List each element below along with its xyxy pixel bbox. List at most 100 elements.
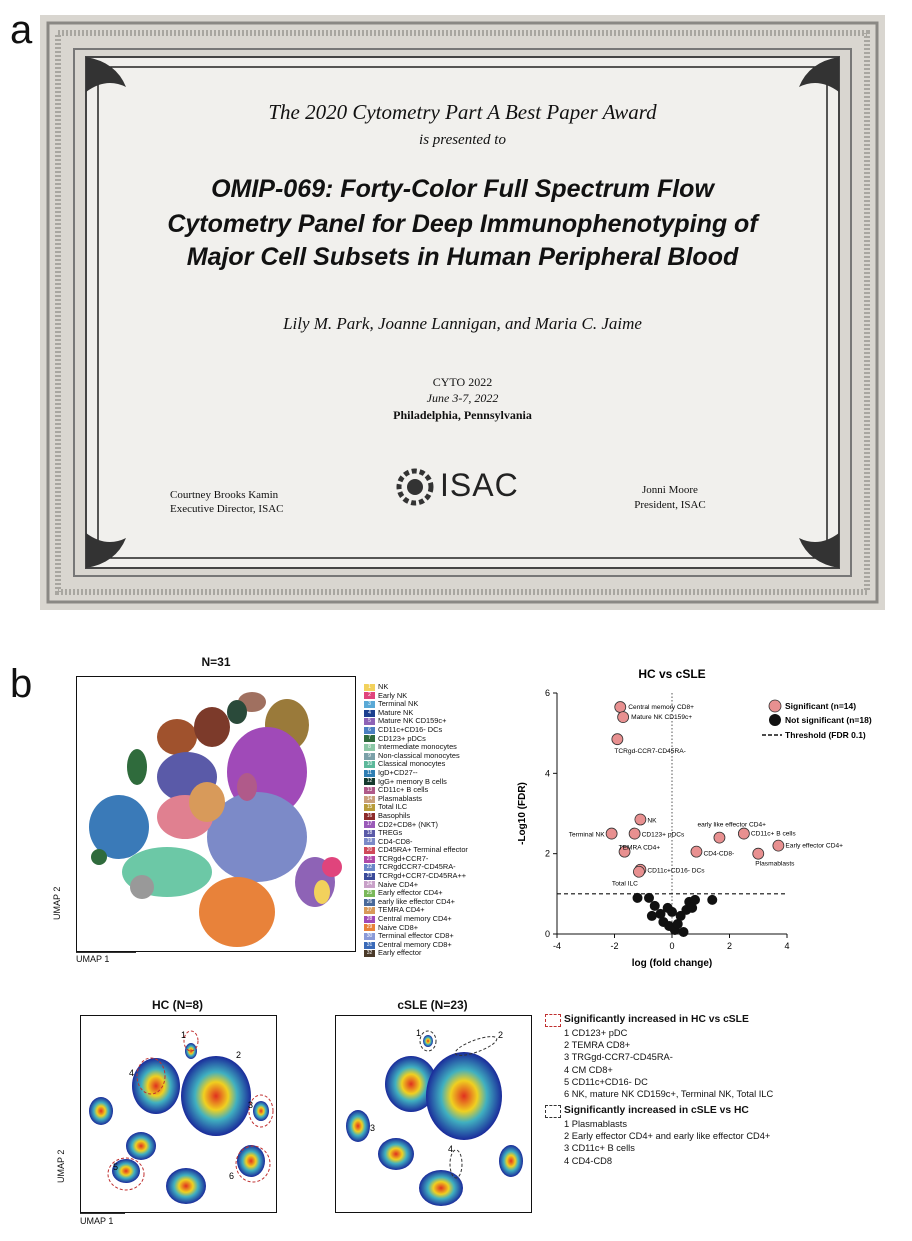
legend-swatch: 17 (364, 821, 375, 829)
legend-item: 14 Plasmablasts (364, 794, 514, 804)
sig-point (614, 701, 627, 713)
legend-item: 12 IgG+ memory B cells (364, 777, 514, 787)
legend-item: 24 Naive CD4+ (364, 880, 514, 890)
sig-point (752, 847, 765, 860)
legend-item: 13 CD11c+ B cells (364, 786, 514, 795)
isac-logo-icon (396, 468, 434, 506)
legend-item: 5 Mature NK CD159c+ (364, 717, 514, 726)
legend-swatch: 16 (364, 812, 375, 820)
point-label: CD11c+ B cells (751, 831, 796, 838)
legend-item: 8 Intermediate monocytes (364, 743, 514, 752)
legend-label: CD2+CD8+ (NKT) (378, 819, 438, 829)
legend-item: 25 Early effector CD4+ (364, 889, 514, 898)
csle-marker-1: 1 (416, 1028, 421, 1038)
sig-point (605, 827, 618, 840)
legend-item: 27 TEMRA CD4+ (364, 906, 514, 915)
sig-point (634, 813, 647, 826)
legend-swatch: 15 (364, 804, 375, 812)
legend-item: 28 Central memory CD4+ (364, 914, 514, 924)
legend-label: NK (378, 682, 389, 691)
award-certificate: The 2020 Cytometry Part A Best Paper Awa… (40, 15, 885, 610)
legend-swatch: 18 (364, 829, 375, 837)
hc-marker-3: 3 (248, 1100, 253, 1110)
legend-swatch: 27 (364, 907, 375, 915)
sig-point (618, 845, 631, 858)
legend-swatch: 7 (364, 735, 375, 743)
legend-item: 21 TCRgd+CCR7- (364, 854, 514, 864)
legend-swatch: 9 (364, 752, 375, 760)
umap-main-ylabel: UMAP 2 (52, 886, 62, 920)
legend-item: 19 CD4-CD8- (364, 837, 514, 847)
sig-point (617, 711, 630, 723)
list-item: 4 CD4-CD8 (564, 1155, 613, 1166)
cluster-legend: 1 NK 2 Early NK 3 Terminal NK 4 Mature NK 5 Matur… (364, 682, 514, 958)
legend-item: 23 TCRgd+CCR7-CD45RA++ (364, 871, 514, 881)
volcano-xlabel: log (fold change) (632, 958, 713, 969)
legend-label: Non-classical monocytes (378, 750, 460, 760)
legend-item: 32 Early effector (364, 949, 514, 958)
legend-item: 1 NK (364, 682, 514, 692)
legend-item: 2 Early NK (364, 691, 514, 701)
csle-marker-2: 2 (498, 1030, 503, 1040)
legend-swatch: 20 (364, 847, 375, 855)
legend-thresh-label: Threshold (FDR 0.1) (785, 730, 866, 740)
list-item: 1 Plasmablasts (564, 1119, 628, 1129)
nonsig-point (707, 894, 718, 905)
legend-nonsig-label: Not significant (n=18) (785, 715, 872, 725)
left-signatory-name: Courtney Brooks Kamin (170, 489, 279, 501)
legend-label: CD45RA+ Terminal effector (378, 845, 468, 855)
sig-point (611, 733, 624, 746)
legend-label: Intermediate monocytes (378, 742, 457, 752)
list-item: 5 CD11c+CD16- DC (564, 1076, 648, 1087)
nonsig-point (649, 900, 660, 911)
certificate-presented-line: is presented to (419, 132, 506, 148)
legend-swatch: 13 (364, 786, 375, 794)
legend-label: TCRgdCCR7-CD45RA- (378, 862, 456, 872)
legend-label: CD123+ pDCs (378, 733, 426, 743)
certificate-authors: Lily M. Park, Joanne Lannigan, and Maria… (283, 314, 642, 333)
legend-label: Early effector CD4+ (378, 888, 443, 898)
x-tick-label: 4 (784, 941, 789, 951)
nonsig-point (662, 902, 673, 913)
legend-swatch: 26 (364, 898, 375, 906)
csle-marker-3: 3 (370, 1123, 375, 1133)
legend-swatch: 10 (364, 761, 375, 769)
legend-label: Central memory CD8+ (378, 939, 452, 949)
legend-swatch: 24 (364, 881, 375, 889)
legend-item: 30 Terminal effector CD8+ (364, 932, 514, 941)
legend-swatch: 3 (364, 700, 375, 708)
umap-hc-density: 1 2 3 4 5 6 (89, 1030, 274, 1204)
legend-swatch: 28 (364, 915, 375, 923)
right-signatory-title: President, ISAC (634, 499, 706, 511)
legend-swatch: 30 (364, 933, 375, 941)
nonsig-point (632, 892, 643, 903)
legend-item: 31 Central memory CD8+ (364, 939, 514, 950)
x-tick-label: 2 (727, 941, 732, 951)
nonsig-point (646, 910, 657, 921)
volcano-plot: HC vs cSLE 0 2 4 6 -4 -2 0 2 4 log (fold change) -L… (517, 667, 872, 969)
point-label: CD4-CD8- (703, 851, 734, 858)
x-tick-label: -2 (610, 941, 618, 951)
nonsig-point (690, 894, 700, 905)
point-label: early like effector CD4+ (697, 822, 766, 829)
legend-item: 6 CD11c+CD16- DCs (364, 725, 514, 735)
legend-swatch: 11 (364, 769, 375, 777)
legend-swatch: 22 (364, 864, 375, 872)
legend-label: Mature NK (378, 707, 414, 717)
list-item: 4 CM CD8+ (564, 1064, 613, 1075)
legend-label: Basophils (378, 810, 411, 820)
csle-dashed-marker-icon (545, 1105, 561, 1118)
nonsig-point (687, 902, 698, 913)
point-label: TCRgd-CCR7-CD45RA- (614, 748, 685, 755)
legend-swatch: 19 (364, 838, 375, 846)
umap-hc-xlabel: UMAP 1 (80, 1216, 114, 1226)
x-tick-label: -4 (553, 941, 561, 951)
legend-sig-marker (768, 699, 782, 713)
legend-swatch: 5 (364, 718, 375, 726)
legend-label: TEMRA CD4+ (378, 905, 425, 915)
sig-point (772, 839, 785, 852)
legend-label: CD11c+ B cells (378, 785, 429, 795)
legend-nonsig-marker (769, 714, 781, 726)
list-item: 2 TEMRA CD8+ (564, 1040, 631, 1051)
hc-dashed-marker-icon (545, 1014, 561, 1027)
